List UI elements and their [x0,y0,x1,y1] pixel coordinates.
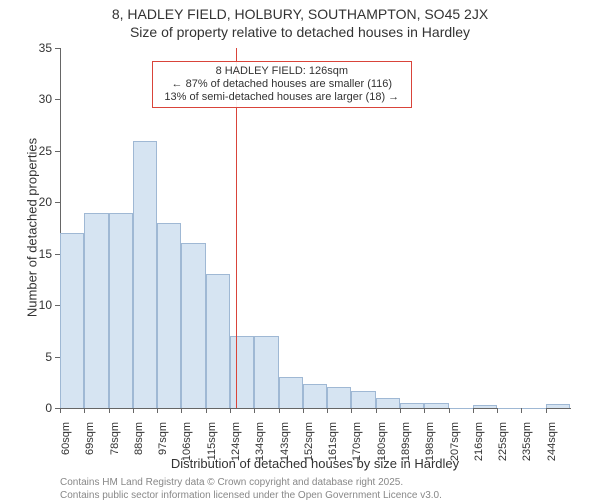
xtick-mark [279,408,280,413]
ytick-mark [55,48,60,49]
xtick-mark [254,408,255,413]
xtick-mark [133,408,134,413]
ytick-label: 30 [0,92,52,106]
histogram-bar [181,243,205,408]
xtick-mark [109,408,110,413]
histogram-bar [327,387,351,408]
ytick-label: 20 [0,195,52,209]
xtick-label: 207sqm [449,422,461,462]
histogram-bar [473,405,497,408]
ytick-label: 5 [0,350,52,364]
ytick-label: 10 [0,298,52,312]
xtick-label: 170sqm [351,422,363,462]
footer-attribution: Contains HM Land Registry data © Crown c… [60,476,442,502]
xtick-label: 115sqm [206,422,218,462]
xtick-label: 198sqm [424,422,436,462]
histogram-bar [351,391,375,408]
histogram-bar [424,403,448,408]
xtick-mark [424,408,425,413]
histogram-bar [400,403,424,408]
ytick-label: 25 [0,144,52,158]
ytick-mark [55,99,60,100]
xtick-label: 78sqm [109,422,121,462]
xtick-label: 134sqm [254,422,266,462]
xtick-label: 143sqm [279,422,291,462]
xtick-label: 180sqm [376,422,388,462]
annotation-line: 13% of semi-detached houses are larger (… [159,91,405,104]
xtick-mark [181,408,182,413]
xtick-label: 235sqm [521,422,533,462]
xtick-mark [303,408,304,413]
xtick-label: 97sqm [157,422,169,462]
xtick-label: 244sqm [546,422,558,462]
xtick-label: 88sqm [133,422,145,462]
xtick-mark [327,408,328,413]
xtick-mark [230,408,231,413]
xtick-label: 106sqm [181,422,193,462]
xtick-mark [60,408,61,413]
annotation-line: 8 HADLEY FIELD: 126sqm [159,65,405,78]
xtick-label: 60sqm [60,422,72,462]
histogram-bar [546,404,570,408]
histogram-bar [521,408,545,409]
histogram-bar [60,233,84,408]
xtick-mark [157,408,158,413]
annotation-line: ← 87% of detached houses are smaller (11… [159,78,405,91]
xtick-mark [449,408,450,413]
footer-line2: Contains public sector information licen… [60,489,442,502]
histogram-bar [230,336,254,408]
xtick-label: 124sqm [230,422,242,462]
histogram-bar [84,213,108,408]
xtick-label: 225sqm [497,422,509,462]
xtick-mark [351,408,352,413]
histogram-bar [497,408,521,409]
xtick-mark [521,408,522,413]
footer-line1: Contains HM Land Registry data © Crown c… [60,476,442,489]
chart-title-address: 8, HADLEY FIELD, HOLBURY, SOUTHAMPTON, S… [0,6,600,22]
xtick-mark [400,408,401,413]
ytick-label: 35 [0,41,52,55]
histogram-bar [279,377,303,408]
histogram-bar [133,141,157,408]
histogram-bar [206,274,230,408]
histogram-bar [109,213,133,408]
xtick-mark [376,408,377,413]
chart-container: { "chart": { "type": "histogram", "title… [0,0,600,500]
histogram-bar [303,384,327,408]
ytick-mark [55,202,60,203]
chart-title-subtitle: Size of property relative to detached ho… [0,24,600,40]
xtick-label: 216sqm [473,422,485,462]
ytick-label: 15 [0,247,52,261]
xtick-mark [546,408,547,413]
xtick-label: 189sqm [400,422,412,462]
histogram-bar [254,336,278,408]
histogram-bar [157,223,181,408]
annotation-box: 8 HADLEY FIELD: 126sqm← 87% of detached … [152,61,412,109]
xtick-mark [473,408,474,413]
ytick-mark [55,151,60,152]
xtick-label: 152sqm [303,422,315,462]
xtick-label: 69sqm [84,422,96,462]
xtick-mark [206,408,207,413]
xtick-mark [84,408,85,413]
histogram-bar [376,398,400,408]
histogram-bar [449,408,473,409]
xtick-mark [497,408,498,413]
ytick-label: 0 [0,401,52,415]
xtick-label: 161sqm [327,422,339,462]
